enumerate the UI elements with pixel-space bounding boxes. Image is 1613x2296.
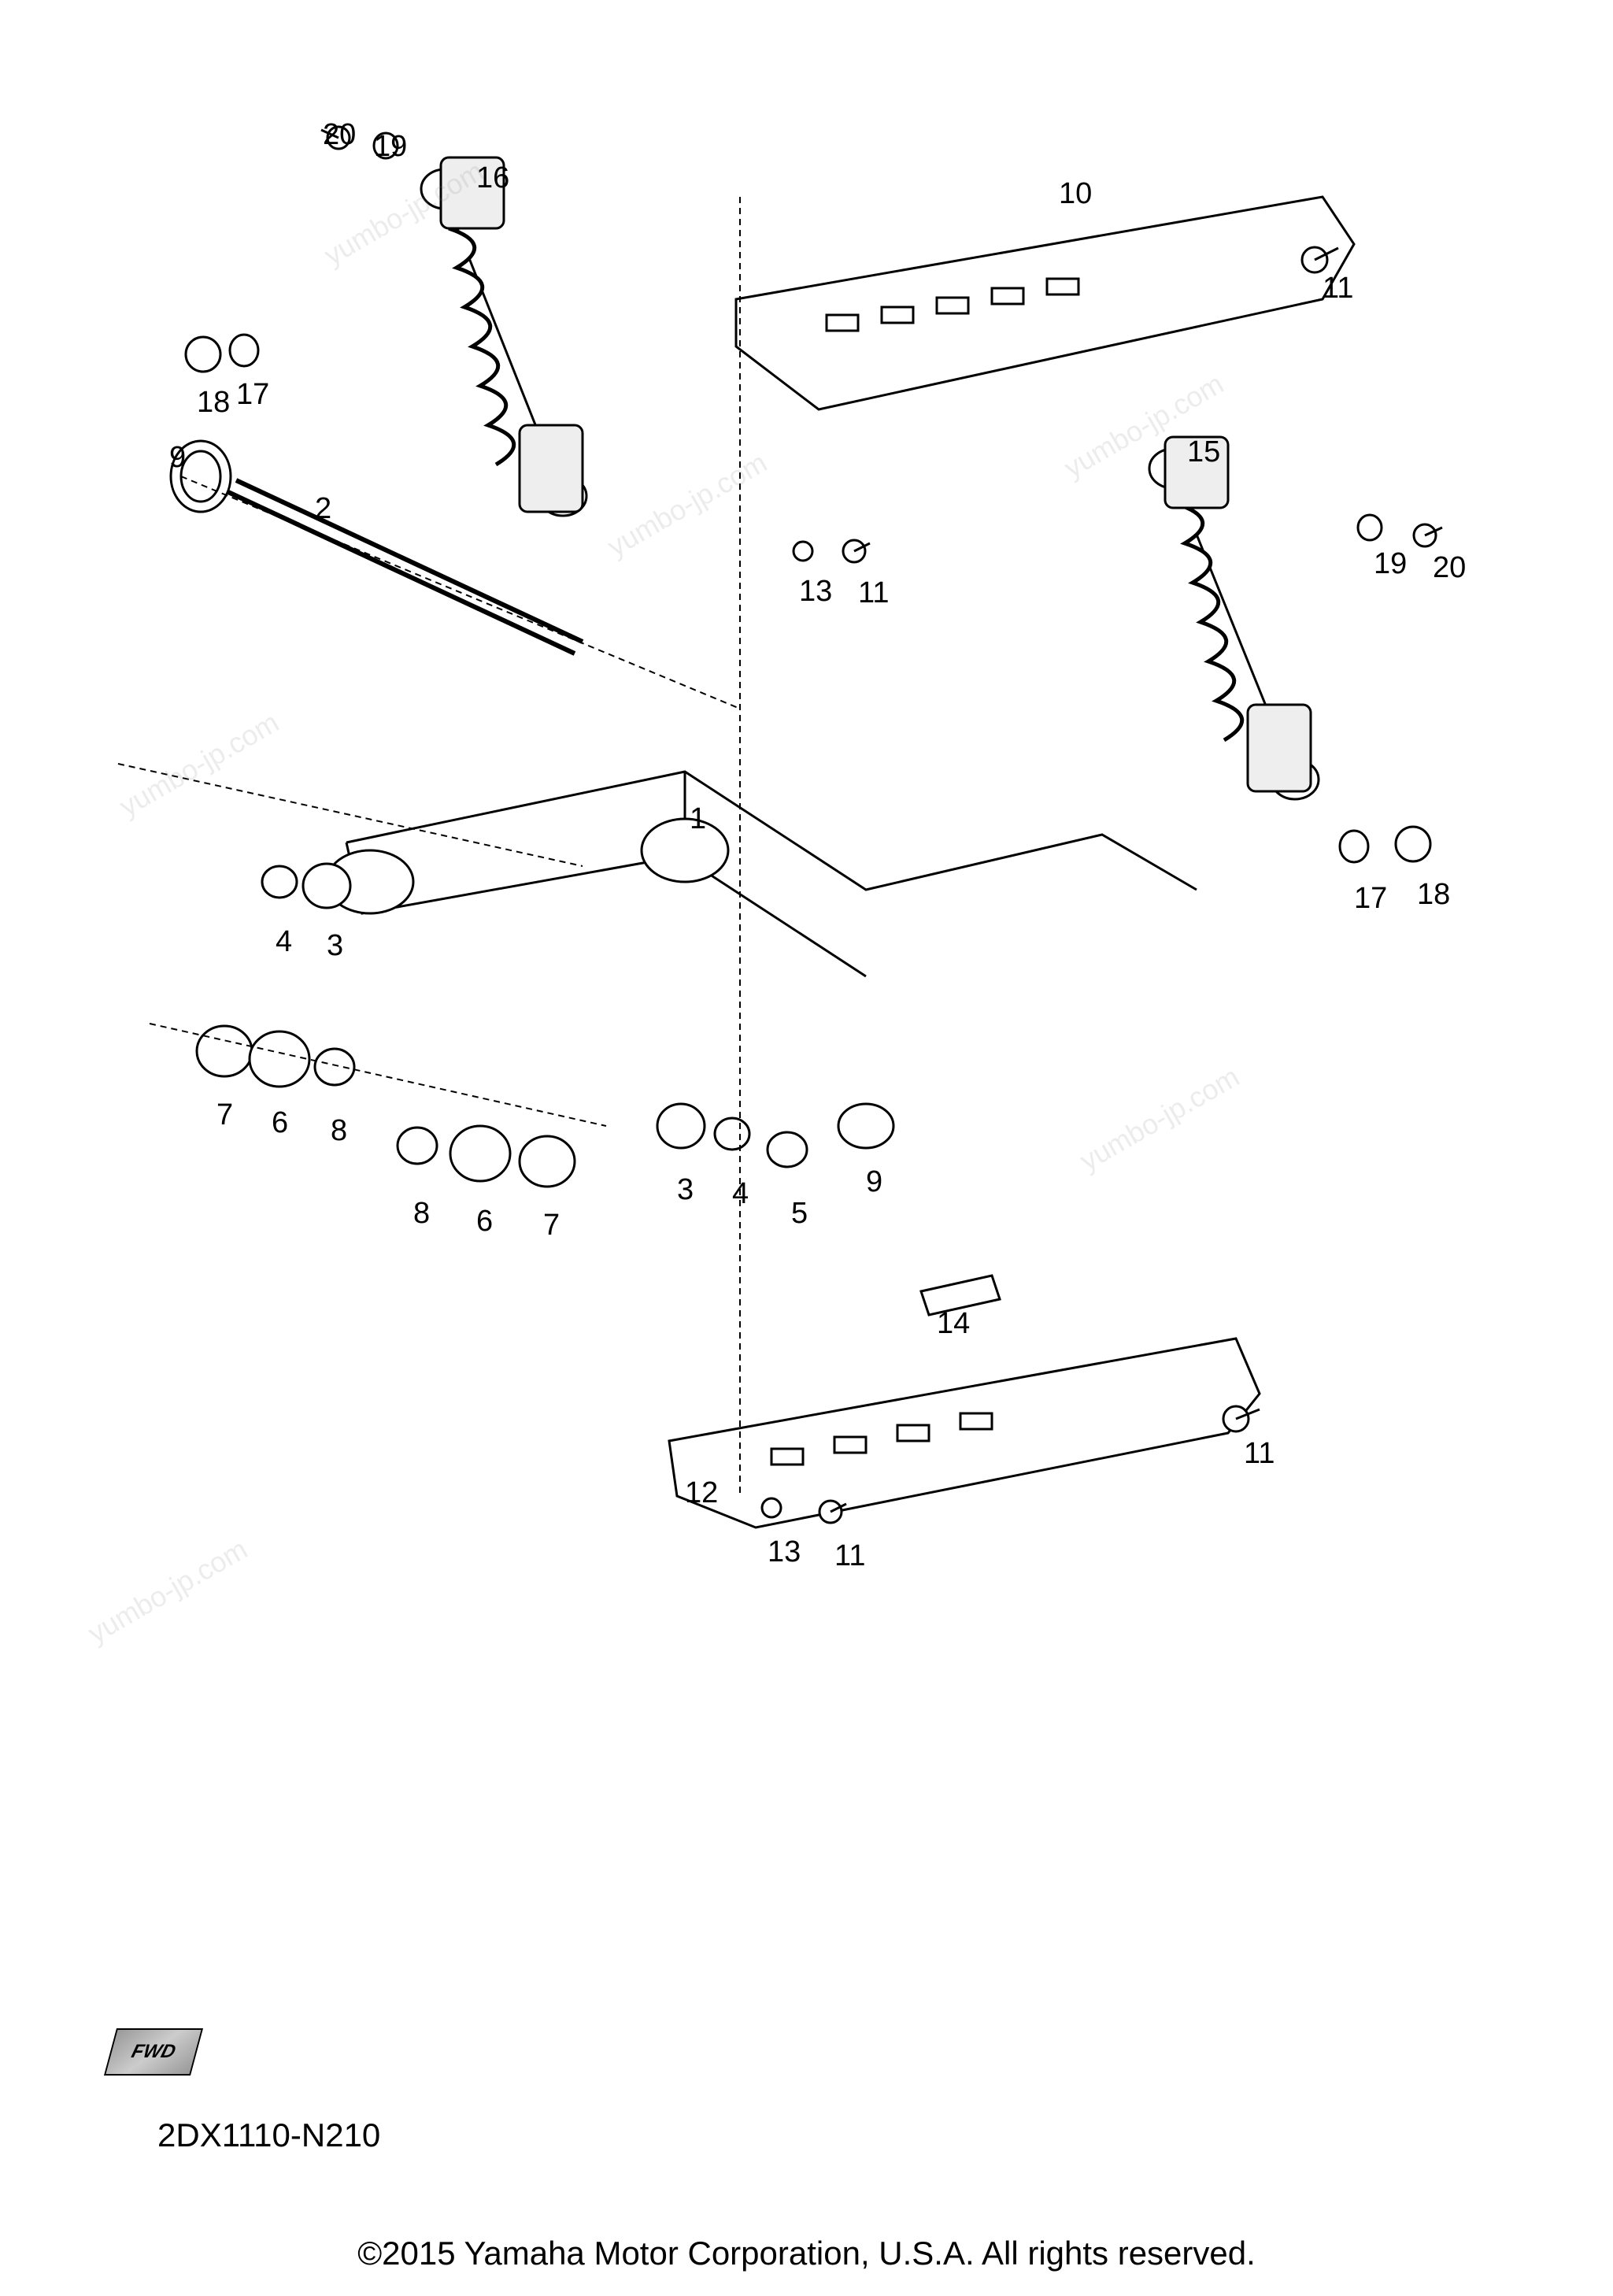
copyright-text: ©2015 Yamaha Motor Corporation, U.S.A. A…: [0, 2235, 1613, 2272]
callout-13: 13: [799, 575, 832, 609]
callout-13: 13: [768, 1535, 801, 1569]
callout-19: 19: [1374, 547, 1407, 581]
callout-8: 8: [331, 1114, 347, 1148]
callout-11: 11: [1244, 1437, 1274, 1471]
callout-14: 14: [937, 1307, 970, 1341]
callout-17: 17: [236, 378, 269, 412]
callout-4: 4: [732, 1177, 749, 1211]
diagram-code: 2DX1110-N210: [157, 2116, 380, 2154]
diagram-container: 1233445667788991011111111131312141516171…: [0, 0, 1613, 2296]
callout-16: 16: [476, 161, 509, 195]
callout-20: 20: [323, 118, 356, 152]
parts-diagram-svg: [0, 0, 1613, 2202]
callout-19: 19: [374, 130, 407, 164]
callout-3: 3: [677, 1173, 694, 1207]
callout-7: 7: [543, 1209, 560, 1242]
callout-11: 11: [858, 576, 889, 610]
callout-5: 5: [791, 1197, 808, 1231]
callout-12: 12: [685, 1476, 718, 1510]
callout-10: 10: [1059, 177, 1092, 211]
callout-8: 8: [413, 1197, 430, 1231]
callout-4: 4: [276, 925, 292, 959]
callout-2: 2: [315, 492, 331, 526]
fwd-label: FWD: [129, 2041, 178, 2063]
fwd-badge: FWD: [104, 2028, 203, 2076]
callout-15: 15: [1187, 435, 1220, 469]
callout-9: 9: [169, 441, 186, 475]
diagram-image-area: 1233445667788991011111111131312141516171…: [0, 0, 1613, 2202]
callout-6: 6: [272, 1106, 288, 1140]
callout-1: 1: [690, 802, 706, 836]
callout-11: 11: [1323, 272, 1353, 306]
callout-7: 7: [216, 1098, 233, 1132]
callout-17: 17: [1354, 882, 1387, 916]
callout-6: 6: [476, 1205, 493, 1239]
callout-9: 9: [866, 1165, 882, 1199]
callout-3: 3: [327, 929, 343, 963]
callout-18: 18: [1417, 878, 1450, 912]
callout-18: 18: [197, 386, 230, 420]
callout-20: 20: [1433, 551, 1466, 585]
callout-11: 11: [834, 1539, 865, 1573]
